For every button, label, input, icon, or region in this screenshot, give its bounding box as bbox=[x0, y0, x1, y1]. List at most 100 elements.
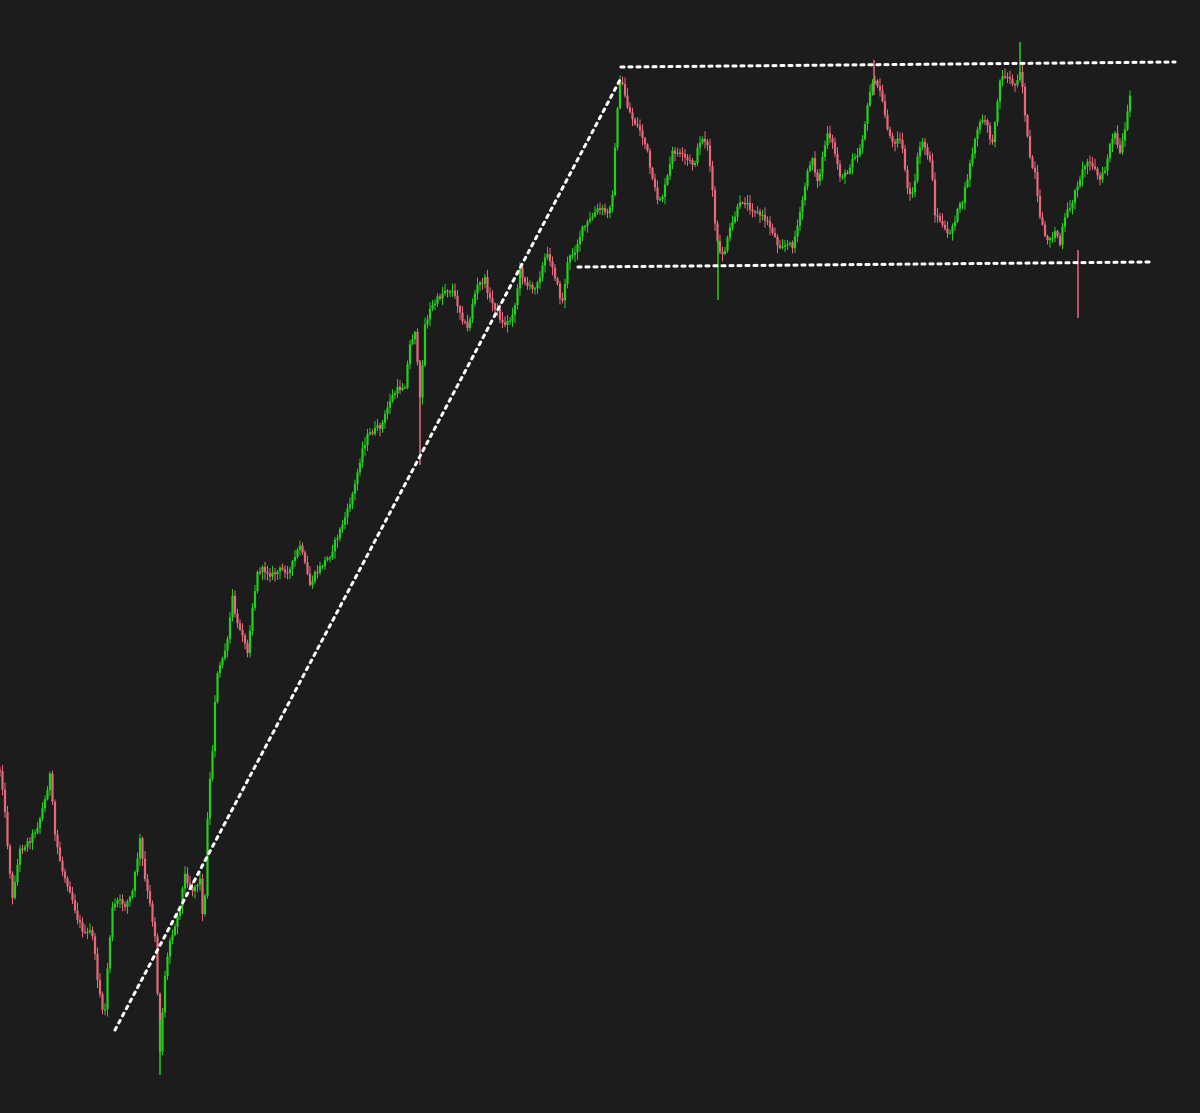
candle-body bbox=[303, 552, 307, 563]
candle-body bbox=[736, 206, 739, 217]
candle-body bbox=[216, 673, 219, 702]
candle-body bbox=[848, 167, 852, 174]
candle-body bbox=[463, 321, 467, 323]
candle-body bbox=[76, 910, 79, 920]
candle-body bbox=[513, 305, 517, 315]
candle-body bbox=[238, 623, 242, 630]
candle-body bbox=[806, 171, 809, 187]
candle-body bbox=[1113, 133, 1117, 139]
candle-body bbox=[648, 150, 652, 168]
candle-body bbox=[788, 242, 792, 245]
candle-body bbox=[181, 888, 184, 907]
candle-body bbox=[646, 144, 649, 151]
candle-body bbox=[451, 290, 454, 292]
candle-body bbox=[461, 312, 464, 322]
candle-body bbox=[301, 545, 304, 553]
candle-body bbox=[923, 141, 927, 148]
candle-body bbox=[416, 332, 419, 363]
candle-body bbox=[356, 472, 359, 484]
candle-body bbox=[38, 818, 42, 829]
candle-body bbox=[56, 834, 59, 848]
candle-body bbox=[1101, 172, 1104, 180]
candle-body bbox=[1116, 133, 1119, 145]
candle-body bbox=[928, 155, 932, 161]
candle-body bbox=[603, 208, 607, 212]
candle-body bbox=[341, 524, 344, 529]
candle-body bbox=[901, 139, 904, 149]
candle-body bbox=[896, 138, 899, 144]
candle-body bbox=[8, 845, 12, 874]
candle-body bbox=[641, 130, 644, 139]
candle-body bbox=[878, 86, 882, 91]
candle-body bbox=[1061, 226, 1064, 245]
candle-body bbox=[613, 147, 617, 196]
trendline-dotted bbox=[113, 76, 623, 1032]
candle-body bbox=[808, 165, 812, 172]
candle-body bbox=[898, 138, 902, 140]
candle-body bbox=[841, 176, 844, 178]
candle-body bbox=[381, 422, 384, 429]
candle-body bbox=[386, 407, 389, 414]
candle-body bbox=[958, 203, 962, 210]
candle-body bbox=[1083, 166, 1087, 170]
candle-body bbox=[486, 277, 489, 293]
candle-body bbox=[96, 954, 99, 981]
candle-body bbox=[938, 216, 942, 222]
candle-body bbox=[343, 517, 347, 525]
candle-body bbox=[363, 445, 367, 449]
candle-body bbox=[63, 871, 67, 879]
candle-body bbox=[358, 462, 362, 473]
candle-body bbox=[91, 930, 94, 937]
candle-body bbox=[698, 142, 702, 148]
candle-body bbox=[516, 288, 519, 306]
candle-body bbox=[663, 184, 667, 197]
candle-body bbox=[43, 799, 47, 809]
candle-body bbox=[948, 232, 952, 235]
candle-body bbox=[946, 228, 949, 234]
candle-body bbox=[1093, 166, 1097, 169]
candle-body bbox=[108, 937, 112, 969]
candle-body bbox=[886, 115, 889, 130]
candle-body bbox=[791, 242, 794, 248]
candle-body bbox=[718, 241, 722, 253]
candle-body bbox=[278, 567, 282, 572]
candle-body bbox=[336, 537, 339, 540]
candle-body bbox=[103, 1009, 107, 1011]
candle-body bbox=[1088, 161, 1092, 163]
candle-body bbox=[198, 878, 202, 885]
candle-body bbox=[0, 770, 2, 772]
candle-body bbox=[441, 293, 444, 299]
candle-body bbox=[1091, 162, 1094, 167]
candle-body bbox=[61, 860, 64, 872]
candle-body bbox=[153, 921, 157, 937]
candle-body bbox=[141, 838, 144, 859]
candle-body bbox=[98, 980, 102, 995]
candle-body bbox=[596, 208, 599, 213]
candle-body bbox=[293, 556, 297, 562]
candle-body bbox=[903, 148, 907, 170]
candle-body bbox=[673, 150, 677, 154]
candle-body bbox=[643, 138, 647, 145]
candle-body bbox=[1051, 238, 1054, 240]
candle-body bbox=[333, 539, 337, 552]
candle-body bbox=[823, 145, 827, 157]
candle-body bbox=[811, 158, 814, 166]
candle-body bbox=[531, 285, 534, 289]
candle-body bbox=[218, 665, 222, 674]
candle-body bbox=[478, 282, 482, 286]
candle-body bbox=[1013, 84, 1017, 86]
candle-body bbox=[208, 778, 212, 819]
candle-body bbox=[228, 617, 232, 639]
candle-body bbox=[846, 172, 849, 174]
candle-body bbox=[143, 858, 147, 880]
resistance-line-dotted bbox=[619, 60, 1177, 69]
candle-body bbox=[971, 153, 974, 164]
candle-body bbox=[738, 202, 742, 207]
candle-body bbox=[328, 557, 332, 559]
candle-body bbox=[1016, 80, 1019, 85]
candle-body bbox=[53, 802, 57, 835]
candle-body bbox=[446, 290, 449, 292]
candle-body bbox=[508, 320, 512, 322]
candle-body bbox=[693, 162, 697, 165]
